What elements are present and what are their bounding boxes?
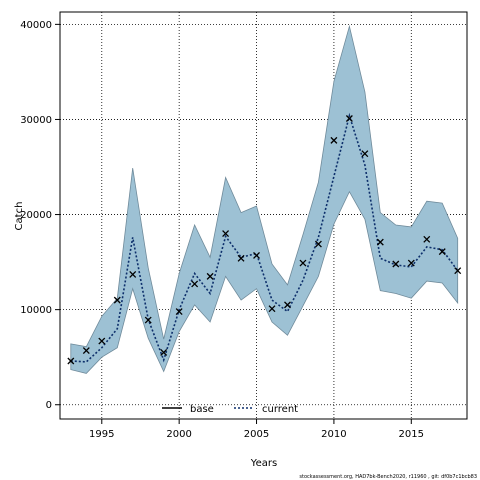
x-tick-label: 1995: [89, 429, 114, 440]
base-point: [82, 347, 90, 354]
base-point: [376, 238, 384, 246]
base-point: [268, 305, 276, 313]
base-point: [222, 230, 230, 238]
x-tick-label: 2000: [166, 429, 191, 440]
base-point: [454, 267, 462, 275]
x-tick-label: 2005: [244, 429, 269, 440]
y-tick-label: 10000: [20, 305, 52, 316]
x-axis: 1995 2000 2005 2010 2015: [89, 419, 424, 440]
y-tick-label: 30000: [20, 115, 52, 126]
base-point: [314, 240, 322, 248]
base-point: [67, 357, 75, 365]
base-point: [113, 296, 121, 304]
base-point: [191, 280, 199, 288]
base-point: [299, 259, 307, 267]
legend-current-label: current: [262, 404, 298, 415]
base-point: [206, 272, 214, 280]
y-axis-title: Catch: [14, 202, 25, 231]
base-point: [330, 136, 338, 144]
base-point: [144, 316, 152, 324]
base-point: [423, 235, 431, 243]
y-tick-label: 0: [46, 400, 52, 411]
base-point: [129, 270, 137, 278]
footnote: stockassessment.org, HAD7bk-Bench2020, r…: [299, 474, 477, 480]
legend: base current: [162, 404, 298, 415]
base-point: [345, 115, 353, 122]
confidence-band: [70, 24, 459, 374]
base-point: [438, 248, 446, 256]
base-point: [361, 150, 369, 158]
y-axis: 0 10000 20000 30000 40000: [20, 20, 60, 411]
y-tick-label: 20000: [20, 210, 52, 221]
x-axis-title: Years: [250, 458, 277, 469]
x-tick-label: 2010: [321, 429, 346, 440]
base-series-points: [67, 115, 462, 365]
base-point: [253, 251, 260, 259]
x-tick-label: 2015: [399, 429, 424, 440]
y-tick-label: 40000: [20, 20, 52, 31]
legend-base-label: base: [190, 404, 214, 415]
base-point: [284, 301, 291, 309]
base-point: [160, 348, 168, 356]
base-point: [175, 308, 183, 316]
base-point: [392, 260, 400, 268]
plot-frame: [59, 11, 468, 420]
base-point: [98, 337, 106, 345]
current-series-line: [70, 112, 459, 363]
base-point: [237, 254, 245, 262]
base-point: [407, 259, 415, 267]
